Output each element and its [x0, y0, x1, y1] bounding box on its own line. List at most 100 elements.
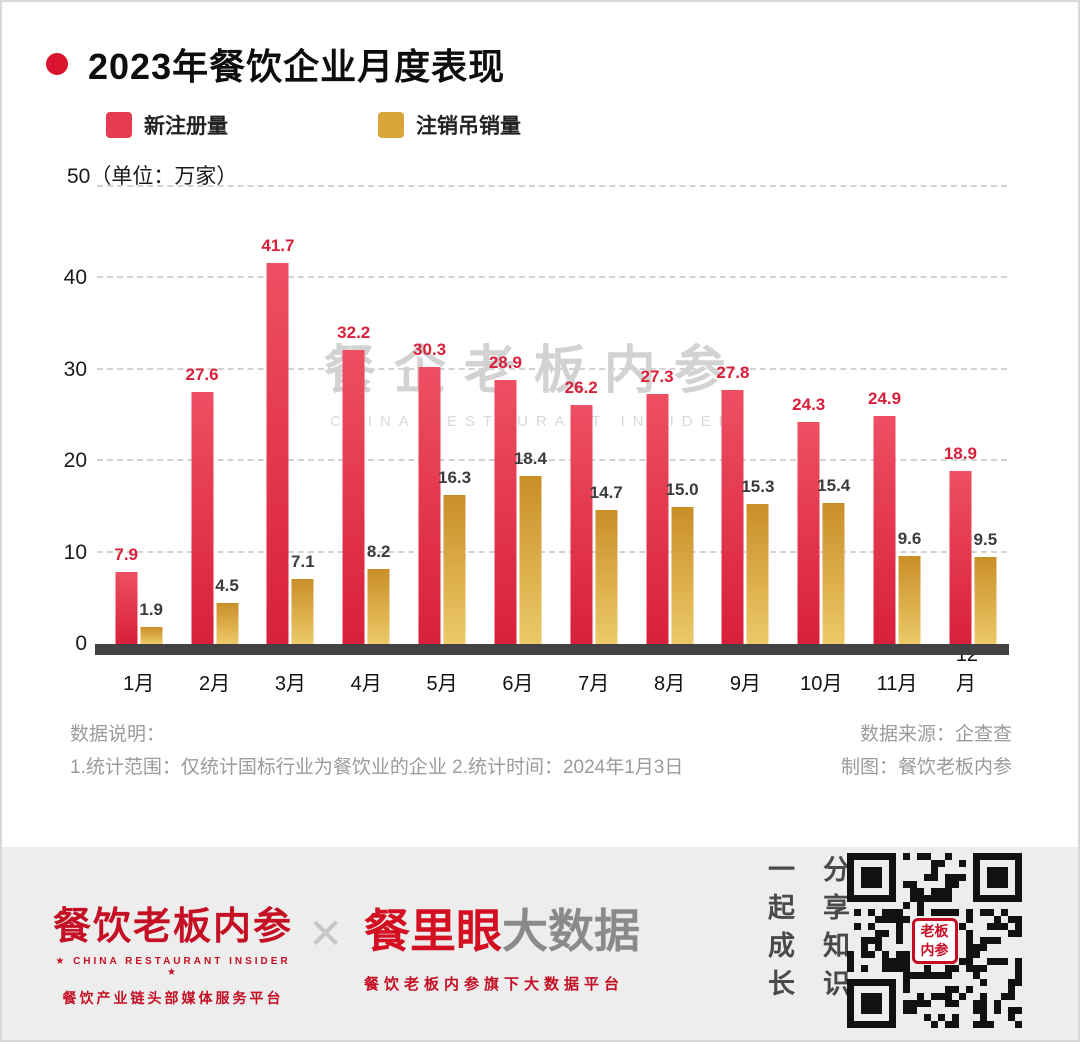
bar-value-label: 15.0: [665, 479, 699, 499]
bar-value-label: 26.2: [564, 377, 598, 397]
x-tick-9月: 9月: [729, 673, 761, 695]
slogan-col-right: 分享知识: [819, 855, 849, 1007]
notes-right: 数据来源：企查查 制图：餐饮老板内参: [841, 718, 1012, 785]
brand-left-subtitle: ★ CHINA RESTAURANT INSIDER ★: [55, 956, 291, 978]
bar-注销吊销量-5月: 16.3: [438, 468, 471, 644]
x-tick-2月: 2月: [198, 673, 231, 695]
bar-value-label: 9.5: [973, 530, 998, 550]
y-tick-10: 10: [63, 540, 87, 564]
slogan-col-left: 一起成长: [764, 855, 794, 1007]
bar-group-1月: 7.9 1.9: [114, 187, 163, 644]
bar-chart-plot: 50（单位：万家） 餐企老板内参 CHINA RESTAURANT INSIDE…: [64, 165, 1009, 695]
y-axis-unit: 50（单位：万家）: [67, 160, 237, 190]
notes-heading: 数据说明：: [70, 724, 166, 745]
bar-value-label: 30.3: [412, 340, 447, 360]
bar-新注册量-7月: 26.2: [565, 378, 598, 644]
bar-group-5月: 30.3 16.3: [413, 187, 471, 644]
qr-center-logo: 老板内参: [911, 917, 958, 964]
data-source: 数据来源：企查查: [859, 724, 1012, 745]
notes-left: 数据说明： 1.统计范围：仅统计国标行业为餐饮业的企业 2.统计时间：2024年…: [70, 718, 683, 785]
gridline-50: [97, 185, 1007, 187]
bar-注销吊销量-8月: 15.0: [665, 480, 699, 644]
bar-新注册量-4月: 32.2: [337, 323, 370, 644]
x-axis-baseline: [95, 644, 1009, 655]
bar-新注册量-8月: 27.3: [640, 367, 674, 644]
bullseye-icon: [46, 53, 68, 75]
bar-注销吊销量-6月: 18.4: [514, 449, 547, 644]
bar-新注册量-12月: 18.9: [944, 444, 977, 644]
bar-value-label: 27.8: [716, 362, 750, 382]
bar-group-2月: 27.6 4.5: [185, 187, 239, 644]
brand-right-name: 餐里眼大数据: [364, 895, 640, 961]
brand-right: 餐里眼大数据 餐饮老板内参旗下大数据平台: [364, 895, 640, 994]
unit-label: （单位：万家）: [90, 165, 238, 188]
x-tick-3月: 3月: [274, 673, 306, 695]
bar-value-label: 41.7: [261, 235, 295, 255]
bar-value-label: 7.9: [114, 544, 139, 564]
x-tick-4月: 4月: [350, 673, 382, 695]
bar-group-4月: 32.2 8.2: [337, 187, 391, 644]
bar-注销吊销量-3月: 7.1: [291, 552, 315, 644]
bar-group-7月: 26.2 14.7: [565, 187, 623, 644]
vertical-slogan: 一起成长 分享知识: [760, 855, 854, 1025]
bar-新注册量-10月: 24.3: [792, 395, 825, 644]
brand-right-name-gray: 大数据: [502, 905, 640, 957]
footnotes: 数据说明： 1.统计范围：仅统计国标行业为餐饮业的企业 2.统计时间：2024年…: [70, 718, 1012, 785]
bar-value-label: 4.5: [215, 575, 239, 595]
bar-value-label: 14.7: [589, 482, 623, 502]
legend-item-deregistrations: 注销吊销量: [378, 110, 521, 140]
page-title: 2023年餐饮企业月度表现: [88, 46, 506, 87]
bar-新注册量-5月: 30.3: [413, 340, 446, 644]
bar-新注册量-1月: 7.9: [114, 545, 138, 644]
legend-label: 注销吊销量: [416, 115, 521, 138]
bar-新注册量-3月: 41.7: [261, 236, 294, 644]
bar-value-label: 27.3: [640, 367, 674, 387]
gridline-20: [97, 459, 1007, 462]
bar-group-3月: 41.7 7.1: [261, 187, 315, 644]
bar-value-label: 9.6: [897, 529, 922, 549]
bar-注销吊销量-7月: 14.7: [590, 483, 623, 644]
chart-credit: 制图：餐饮老板内参: [840, 757, 1012, 779]
gridline-40: [97, 276, 1007, 279]
bar-value-label: 15.4: [817, 476, 851, 496]
bar-注销吊销量-4月: 8.2: [367, 542, 391, 644]
y-tick-0: 0: [75, 632, 87, 655]
bar-value-label: 18.4: [513, 448, 547, 468]
bar-新注册量-2月: 27.6: [185, 365, 219, 644]
x-tick-11月: 11月: [876, 673, 918, 695]
qr-code-pattern: [847, 853, 1022, 1028]
x-tick-8月: 8月: [653, 673, 686, 695]
bar-value-label: 8.2: [366, 542, 391, 562]
y-tick-30: 30: [63, 357, 87, 381]
y-tick-20: 20: [63, 449, 87, 473]
bar-注销吊销量-12月: 9.5: [974, 530, 997, 644]
bar-value-label: 15.3: [741, 477, 775, 497]
bar-注销吊销量-2月: 4.5: [215, 576, 239, 644]
y-tick-40: 40: [63, 266, 87, 290]
bar-value-label: 18.9: [943, 444, 977, 464]
bar-value-label: 27.6: [185, 364, 219, 384]
bar-group-10月: 24.3 15.4: [792, 187, 850, 644]
page-header: 2023年餐饮企业月度表现: [46, 38, 505, 90]
bar-value-label: 32.2: [337, 322, 371, 342]
gridline-10: [97, 550, 1007, 553]
chart-legend: 新注册量 注销吊销量: [106, 110, 671, 140]
brand-left-name: 餐饮老板内参: [52, 906, 293, 948]
bar-value-label: 7.1: [291, 552, 315, 572]
x-tick-10月: 10月: [800, 673, 843, 695]
bar-value-label: 16.3: [437, 468, 472, 488]
bar-注销吊销量-11月: 9.6: [898, 529, 921, 644]
bar-注销吊销量-1月: 1.9: [139, 600, 163, 644]
bar-value-label: 28.9: [488, 352, 522, 372]
bar-value-label: 1.9: [139, 599, 164, 619]
bar-group-9月: 27.8 15.3: [716, 187, 774, 644]
bar-value-label: 24.3: [792, 394, 826, 414]
legend-label: 新注册量: [144, 115, 228, 138]
gridline-30: [97, 367, 1007, 370]
x-tick-5月: 5月: [426, 673, 458, 695]
bar-新注册量-6月: 28.9: [489, 353, 522, 644]
brand-right-name-red: 餐里眼: [364, 905, 502, 957]
bar-注销吊销量-9月: 15.3: [741, 477, 774, 644]
bar-注销吊销量-10月: 15.4: [817, 476, 850, 644]
